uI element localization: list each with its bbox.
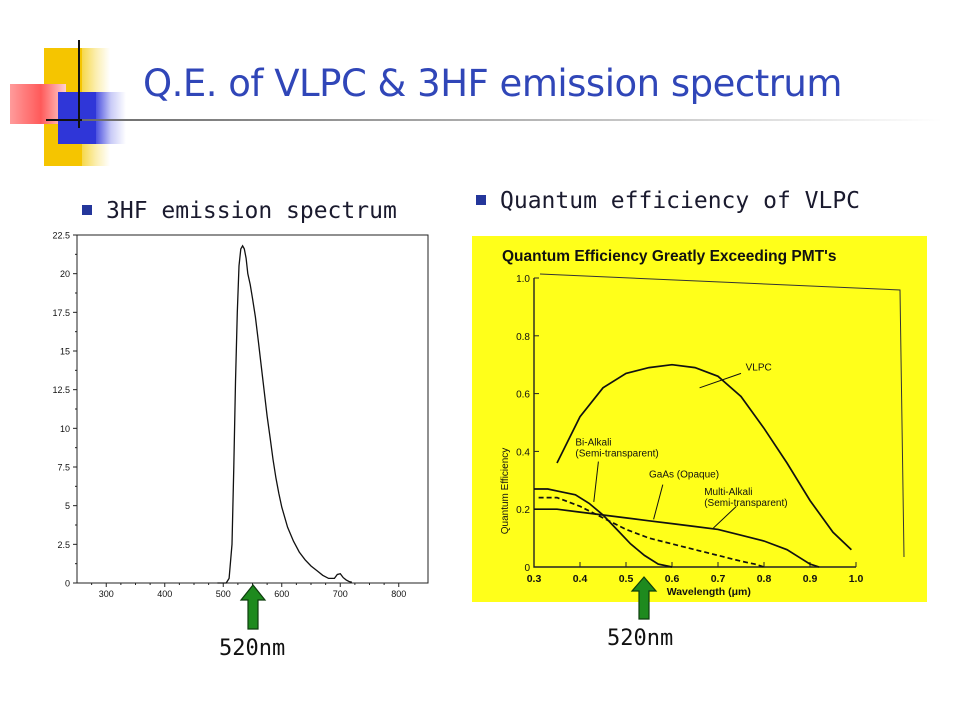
- up-arrow-icon: [239, 584, 267, 630]
- up-arrow-icon: [630, 576, 658, 620]
- x-tick-label: 800: [391, 589, 406, 599]
- x-tick-label: 400: [157, 589, 172, 599]
- marker-arrow-right: [630, 576, 658, 620]
- qe-series-line: [534, 508, 820, 568]
- bullet-square-icon: [82, 204, 92, 215]
- y-tick-label: 0: [524, 563, 530, 574]
- qe-series-line: [556, 363, 852, 551]
- emission-spectrum-chart: 0 2.5 5 7.5 10 12.5 15 17.5 20 22.5 300 400 500 600 70…: [52, 231, 429, 599]
- series-leader-line: [699, 372, 742, 389]
- x-tick-label: 1.0: [849, 573, 864, 585]
- qe-border: [539, 273, 905, 558]
- slide-title: Q.E. of VLPC & 3HF emission spectrum: [143, 62, 842, 105]
- series-leader-line: [653, 484, 664, 520]
- bullet-text: 3HF emission spectrum: [106, 198, 397, 224]
- plot-frame: [76, 234, 429, 584]
- y-tick-label: 22.5: [52, 231, 70, 241]
- y-tick-label: 0.6: [516, 390, 530, 401]
- y-tick-label: 7.5: [57, 463, 70, 473]
- y-tick-label: 17.5: [52, 308, 70, 318]
- x-tick-label: 300: [99, 589, 114, 599]
- x-tick-label: 0.3: [527, 573, 542, 585]
- qe-x-axis-label: Wavelength (μm): [667, 586, 751, 598]
- qe-panel-background: [472, 236, 927, 602]
- qe-chart-title: Quantum Efficiency Greatly Exceeding PMT…: [502, 248, 836, 265]
- qe-series-line: [538, 496, 765, 568]
- wavelength-marker-label-left: 520nm: [219, 636, 286, 661]
- title-divider: [82, 119, 942, 121]
- y-tick-label: 0.4: [516, 447, 530, 458]
- y-tick-label: 1.0: [516, 274, 530, 285]
- y-tick-label: 5: [65, 501, 70, 511]
- x-tick-label: 0.4: [573, 573, 588, 585]
- y-tick-label: 0.2: [516, 505, 530, 516]
- x-tick-label: 0.8: [757, 573, 772, 585]
- series-leader-line: [713, 505, 737, 529]
- wavelength-marker-label-right: 520nm: [607, 626, 674, 651]
- series-leader-line: [593, 461, 599, 503]
- x-tick-label: 500: [216, 589, 231, 599]
- bullet-square-icon: [476, 194, 486, 205]
- series-label: VLPC: [746, 362, 772, 373]
- x-tick-label: 0.5: [619, 573, 634, 585]
- x-tick-label: 0.7: [711, 573, 726, 585]
- series-label: Multi-Alkali: [704, 487, 752, 498]
- marker-arrow-left: [239, 584, 267, 630]
- corner-decoration: [0, 0, 140, 170]
- y-tick-label: 12.5: [52, 385, 70, 395]
- y-tick-label: 15: [60, 347, 70, 357]
- x-tick-label: 600: [274, 589, 289, 599]
- series-label: (Semi-transparent): [575, 449, 658, 460]
- series-label: Bi-Alkali: [575, 438, 611, 449]
- series-label: (Semi-transparent): [704, 498, 787, 509]
- x-tick-label: 0.6: [665, 573, 680, 585]
- qe-y-axis-label: Quantum Efficiency: [500, 448, 511, 535]
- quantum-efficiency-chart: Quantum Efficiency Greatly Exceeding PMT…: [472, 236, 927, 602]
- y-tick-label: 20: [60, 269, 70, 279]
- series-label: GaAs (Opaque): [649, 469, 719, 480]
- y-tick-label: 0: [65, 579, 70, 589]
- emission-curve: [217, 244, 353, 584]
- y-tick-label: 0.8: [516, 332, 530, 343]
- bullet-text: Quantum efficiency of VLPC: [500, 188, 861, 214]
- x-tick-label: 700: [333, 589, 348, 599]
- y-tick-label: 10: [60, 424, 70, 434]
- bullet-quantum-efficiency: Quantum efficiency of VLPC: [476, 188, 860, 214]
- x-tick-label: 0.9: [803, 573, 818, 585]
- y-tick-label: 2.5: [57, 540, 70, 550]
- bullet-3hf-emission: 3HF emission spectrum: [82, 198, 397, 224]
